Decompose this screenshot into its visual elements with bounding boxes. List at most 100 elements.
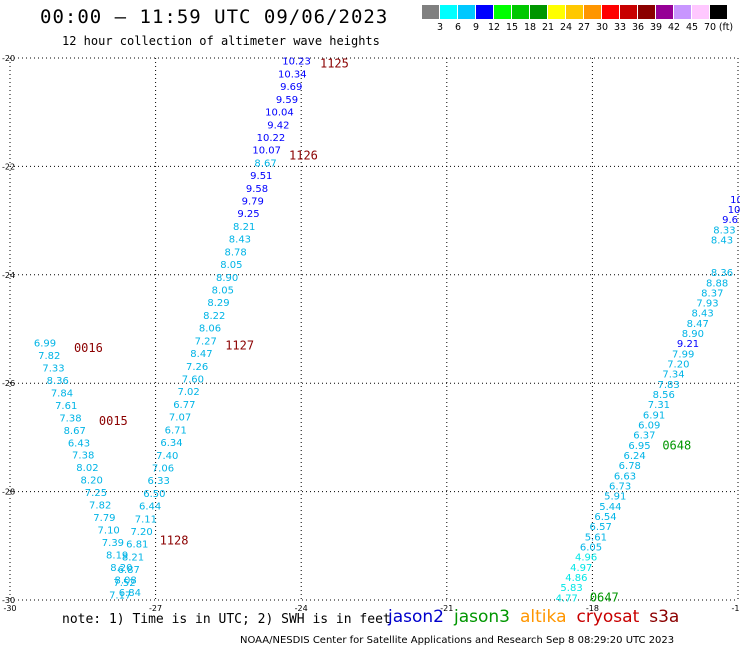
wave-height-label: 7.10 (98, 526, 120, 537)
legend-swatch (638, 5, 655, 19)
legend-swatch (512, 5, 529, 19)
legend-swatch (674, 5, 691, 19)
wave-height-label: 10.07 (252, 146, 281, 157)
wave-height-label: 6.09 (638, 421, 660, 432)
legend-label: 24 (559, 22, 573, 33)
legend-swatch (530, 5, 547, 19)
legend-swatch (710, 5, 727, 19)
legend-swatch (476, 5, 493, 19)
wave-height-label: 8.37 (701, 288, 723, 299)
pass-time-label: 0647 (590, 590, 619, 604)
lon-tick-label: -30 (3, 604, 16, 613)
wave-height-label: 5.83 (560, 583, 582, 594)
legend-label: 30 (595, 22, 609, 33)
wave-height-label: 9.69 (280, 82, 302, 93)
wave-height-label: 6.71 (165, 425, 187, 436)
legend-label: 45 (685, 22, 699, 33)
lon-tick-label: -21 (440, 604, 453, 613)
wave-height-label: 6.57 (590, 522, 612, 533)
wave-height-label: 8.88 (706, 278, 728, 289)
wave-height-label: 8.06 (199, 324, 221, 335)
footer-note: note: 1) Time is in UTC; 2) SWH is in fe… (62, 612, 391, 627)
wave-height-label: 9.42 (267, 120, 289, 131)
wave-height-label: 6.54 (594, 512, 616, 523)
wave-height-label: 6.05 (580, 542, 602, 553)
legend-swatch (548, 5, 565, 19)
wave-height-label: 8.08 (115, 575, 137, 586)
lat-tick-label: -30 (2, 596, 15, 605)
wave-height-label: 10.34 (278, 69, 307, 80)
lat-tick-label: -28 (2, 488, 15, 497)
pass-time-label: 1127 (225, 338, 254, 352)
legend-swatch (566, 5, 583, 19)
wave-height-label: 6.24 (624, 451, 646, 462)
satellite-name: jason3 (454, 607, 510, 627)
wave-height-label: 6.87 (118, 565, 140, 576)
legend-label: 15 (505, 22, 519, 33)
wave-height-label: 6.84 (119, 588, 141, 599)
wave-height-label: 5.91 (604, 492, 626, 503)
pass-time-label: 1128 (160, 533, 189, 547)
wave-height-label: 7.39 (102, 538, 124, 549)
lon-tick-label: -15 (731, 604, 740, 613)
pass-time-label: 0016 (74, 341, 103, 355)
wave-height-label: 8.67 (64, 426, 86, 437)
satellite-pass: 6.997.827.338.367.847.617.388.676.437.38… (34, 339, 141, 599)
page-title: 00:00 – 11:59 UTC 09/06/2023 (40, 6, 389, 28)
wave-height-label: 7.82 (38, 351, 60, 362)
lat-tick-label: -26 (2, 379, 15, 388)
wave-height-label: 5.44 (599, 502, 621, 513)
wave-height-label: 7.02 (177, 387, 199, 398)
wave-height-label: 6.33 (148, 476, 170, 487)
wave-height-label: 8.90 (216, 273, 238, 284)
wave-height-label: 8.02 (76, 463, 98, 474)
wave-height-label: 9.58 (246, 184, 268, 195)
wave-height-label: 6.44 (139, 502, 161, 513)
wave-height-label: 6.78 (619, 461, 641, 472)
wave-height-label: 7.61 (55, 401, 77, 412)
wave-height-label: 8.05 (220, 260, 242, 271)
satellite-pass: 8.368.888.377.938.438.478.909.217.997.20… (556, 268, 734, 604)
wave-height-label: 10.04 (265, 108, 294, 119)
wave-height-label: 6.63 (614, 471, 636, 482)
wave-height-label: 8.78 (225, 247, 247, 258)
wave-height-label: 8.36 (711, 268, 733, 279)
wave-height-label: 8.36 (47, 376, 69, 387)
legend-label: 12 (487, 22, 501, 33)
wave-height-label: 7.99 (672, 349, 694, 360)
map-grid (9, 57, 739, 601)
wave-height-label: 8.29 (207, 298, 229, 309)
wave-height-label: 8.47 (190, 349, 212, 360)
wave-height-label: 8.90 (682, 329, 704, 340)
wave-height-label: 7.40 (156, 451, 178, 462)
wave-height-label: 7.34 (662, 370, 684, 381)
wave-height-label: 9.21 (677, 339, 699, 350)
wave-height-label: 9.6 (722, 215, 738, 226)
lat-tick-label: -22 (2, 162, 15, 171)
wave-height-label: 10.23 (282, 57, 311, 68)
wave-height-label: 7.82 (89, 501, 111, 512)
wave-height-label: 7.38 (59, 413, 81, 424)
wave-height-label: 8.05 (212, 286, 234, 297)
wave-height-label: 4.77 (556, 593, 578, 604)
wave-height-label: 6.77 (173, 400, 195, 411)
wave-height-label: 4.96 (575, 553, 597, 564)
footer-credit: NOAA/NESDIS Center for Satellite Applica… (240, 635, 675, 646)
legend-label: 27 (577, 22, 591, 33)
wave-height-label: 6.43 (68, 438, 90, 449)
legend-label: 36 (631, 22, 645, 33)
wave-height-label: 8.43 (711, 236, 733, 247)
satellite-name: altika (520, 607, 567, 627)
wave-height-label: 8.20 (81, 476, 103, 487)
legend-label: 42 (667, 22, 681, 33)
legend-label: 6 (454, 22, 462, 33)
legend-label: 33 (613, 22, 627, 33)
satellite-name: cryosat (576, 607, 640, 627)
wave-height-label: 8.43 (229, 235, 251, 246)
wave-height-label: 5.61 (585, 532, 607, 543)
wave-height-label: 6.91 (643, 410, 665, 421)
satellite-tracks: 10.2310.349.699.5910.049.4210.2210.078.6… (34, 56, 740, 604)
wave-height-label: 6.37 (633, 431, 655, 442)
wave-height-label: 9.25 (237, 209, 259, 220)
